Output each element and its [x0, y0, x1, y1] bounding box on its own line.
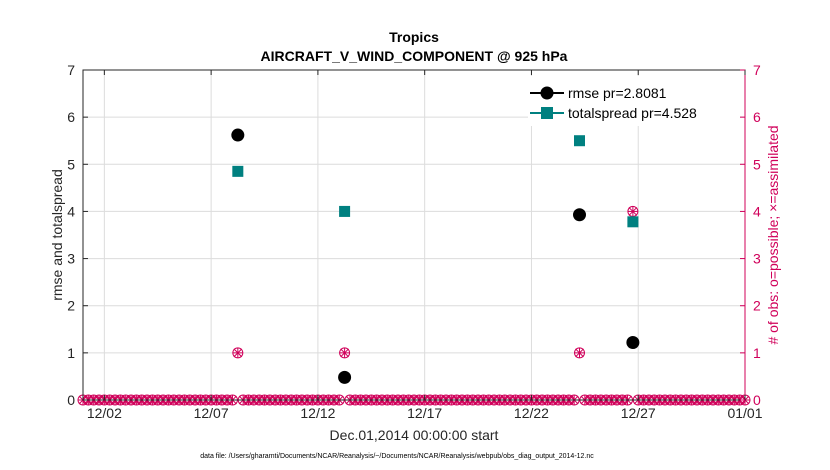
rmse-marker	[231, 128, 245, 142]
legend-rmse-marker	[540, 86, 554, 100]
y-tick-label-left: 5	[67, 156, 75, 172]
y-tick-label-right: 0	[753, 392, 761, 408]
totalspread-marker	[339, 205, 351, 217]
x-tick-label: 12/27	[621, 405, 656, 421]
obs-count-marker	[574, 347, 585, 359]
data-marks	[231, 128, 640, 384]
totalspread-marker	[232, 165, 244, 177]
y-tick-label-right: 2	[753, 298, 761, 314]
obs-count-marker	[339, 347, 351, 359]
legend-spread-marker	[541, 107, 553, 119]
legend: rmse pr=2.8081 totalspread pr=4.528	[528, 76, 740, 126]
y-tick-label-left: 3	[67, 251, 75, 267]
totalspread-marker	[574, 135, 585, 147]
y-tick-label-right: 4	[753, 203, 761, 219]
data-file-footnote: data file: /Users/gharamti/Documents/NCA…	[200, 453, 594, 460]
legend-box	[528, 76, 740, 126]
y-tick-label-left: 7	[67, 62, 75, 78]
x-tick-label: 01/01	[727, 405, 762, 421]
y-tick-label-right: 3	[753, 251, 761, 267]
chart-subtitle: AIRCRAFT_V_WIND_COMPONENT @ 925 hPa	[261, 48, 568, 64]
y-tick-label-left: 6	[67, 109, 75, 125]
chart-title: Tropics	[389, 29, 439, 45]
y-axis-label-right: # of obs: o=possible; ×=assimilated	[765, 125, 781, 344]
y-tick-label-left: 2	[67, 298, 75, 314]
y-tick-label-right: 6	[753, 109, 761, 125]
totalspread-marker	[627, 216, 639, 228]
y-tick-label-left: 4	[67, 203, 75, 219]
obs-count-marker	[232, 347, 244, 359]
y-axis-label-left: rmse and totalspread	[49, 169, 65, 301]
legend-rmse-label: rmse pr=2.8081	[568, 85, 667, 101]
x-tick-label: 12/22	[514, 405, 549, 421]
y-tick-label-left: 0	[67, 392, 75, 408]
rmse-marker	[626, 335, 640, 349]
x-tick-label: 12/07	[194, 405, 229, 421]
rmse-marker	[338, 370, 352, 384]
y-tick-label-right: 5	[753, 156, 761, 172]
obs-count-marker	[627, 205, 639, 217]
rmse-marker	[573, 208, 586, 222]
axis-ticks: 12/02 12/07 12/12 12/17 12/22 12/27 01/010 01 12…	[67, 62, 763, 421]
x-axis-label: Dec.01,2014 00:00:00 start	[330, 427, 499, 443]
y-tick-label-right: 7	[753, 62, 761, 78]
x-tick-label: 12/12	[300, 405, 335, 421]
x-tick-label: 12/17	[407, 405, 442, 421]
x-tick-label: 12/02	[87, 405, 122, 421]
y-tick-label-right: 1	[753, 345, 761, 361]
legend-spread-label: totalspread pr=4.528	[568, 105, 697, 121]
y-tick-label-left: 1	[67, 345, 75, 361]
